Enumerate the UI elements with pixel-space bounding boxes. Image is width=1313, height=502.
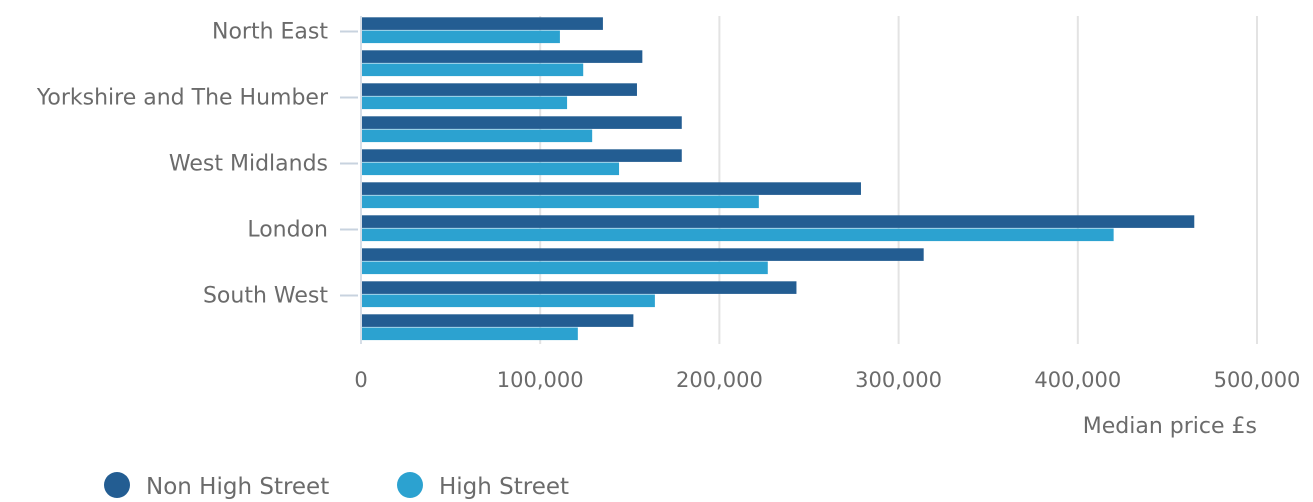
y-category-label: Yorkshire and The Humber xyxy=(36,86,329,111)
legend-label: Non High Street xyxy=(146,474,329,500)
y-category-label: West Midlands xyxy=(169,152,328,177)
bars xyxy=(362,17,1195,341)
legend-label: High Street xyxy=(439,474,569,500)
bar-non-high-street xyxy=(362,50,643,63)
bar-non-high-street xyxy=(362,17,603,30)
axes: 0 100,000 200,000 300,000 400,000 500,000 Nort… xyxy=(36,16,1301,392)
bar-high-street xyxy=(362,261,768,275)
bar-high-street xyxy=(362,96,568,110)
x-tick-label: 100,000 xyxy=(497,368,584,392)
bar-non-high-street xyxy=(362,182,861,195)
legend-marker xyxy=(397,472,423,498)
bar-high-street xyxy=(362,162,620,176)
y-category-label: London xyxy=(247,218,328,243)
x-axis-title: Median price £s xyxy=(1083,414,1257,439)
bar-non-high-street xyxy=(362,248,924,261)
y-category-label: North East xyxy=(212,20,328,45)
bar-high-street xyxy=(362,129,593,143)
bar-non-high-street xyxy=(362,83,637,96)
bar-high-street xyxy=(362,294,655,308)
bar-high-street xyxy=(362,30,560,44)
x-tick-label: 500,000 xyxy=(1214,368,1301,392)
bar-non-high-street xyxy=(362,215,1195,228)
bar-non-high-street xyxy=(362,314,634,327)
x-tick-label: 200,000 xyxy=(676,368,763,392)
bar-non-high-street xyxy=(362,116,682,129)
bar-non-high-street xyxy=(362,149,682,162)
legend: Non High Street High Street xyxy=(104,472,569,500)
x-tick-label: 400,000 xyxy=(1034,368,1121,392)
bar-high-street xyxy=(362,228,1114,242)
bar-non-high-street xyxy=(362,281,797,294)
x-tick-label: 0 xyxy=(354,368,367,392)
bar-high-street xyxy=(362,195,759,209)
legend-marker xyxy=(104,472,130,498)
bar-high-street xyxy=(362,327,578,341)
bar-high-street xyxy=(362,63,584,77)
x-tick-label: 300,000 xyxy=(855,368,942,392)
y-category-label: South West xyxy=(203,284,328,309)
